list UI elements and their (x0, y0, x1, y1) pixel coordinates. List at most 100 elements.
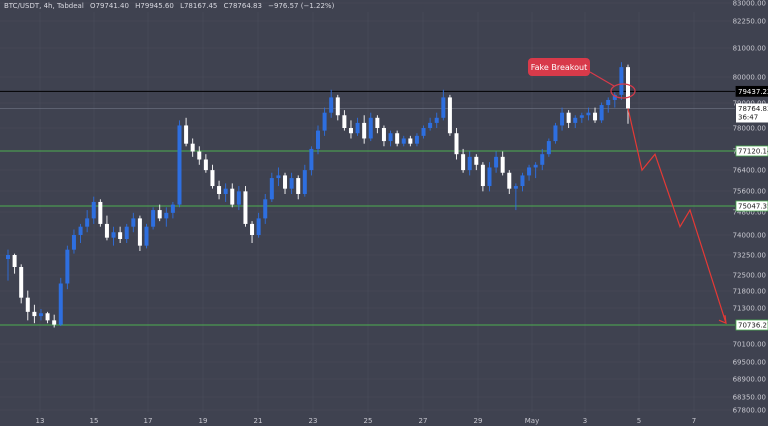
y-tick-label: 83000.00 (733, 0, 766, 8)
candle-body (533, 164, 538, 168)
candle-body (461, 154, 466, 171)
x-tick-label: 23 (309, 417, 318, 425)
candle-body (296, 178, 301, 194)
candle-body (494, 156, 499, 168)
y-tick-label: 70100.00 (733, 341, 766, 349)
candle-body (368, 117, 373, 139)
candle-body (487, 167, 492, 187)
candle-body (434, 117, 439, 123)
header-high: H79945.60 (135, 2, 174, 10)
candle-body (302, 170, 307, 194)
candle-body (414, 135, 419, 144)
candle-body (243, 191, 248, 224)
x-tick-label: 27 (419, 417, 428, 425)
candle-body (355, 122, 360, 134)
level-tag-label: 70736.27 (738, 322, 768, 330)
candle-body (230, 188, 235, 205)
candle-body (540, 154, 545, 165)
candle-body (289, 178, 294, 189)
breakout-circle (610, 83, 636, 99)
candle-body (85, 218, 90, 227)
projection-arrowhead (718, 315, 727, 325)
candle-body (65, 249, 70, 284)
candle-body (619, 67, 624, 95)
header-symbol: BTC/USDT, 4h, Tabdeal O79741.40 H79945.6… (4, 2, 335, 10)
horizontal-levels (0, 90, 735, 326)
header-close: C78764.83 (224, 2, 262, 10)
candle-body (52, 320, 57, 325)
candle-body (32, 311, 37, 317)
y-tick-label: 72500.00 (733, 272, 766, 280)
y-tick-label: 80000.00 (733, 74, 766, 82)
candle-body (335, 97, 340, 116)
candle-body (203, 159, 208, 171)
fake-breakout-annotation: Fake Breakout (528, 58, 636, 99)
candle-body (381, 128, 386, 142)
y-tick-label: 68900.00 (733, 376, 766, 384)
candle-body (217, 186, 222, 194)
candle-body (566, 112, 571, 123)
candle-body (593, 112, 598, 121)
y-tick-label: 76400.00 (733, 167, 766, 175)
y-tick-label: 78000.00 (733, 125, 766, 133)
candle-body (322, 112, 327, 131)
candle-body (579, 115, 584, 118)
candle-body (111, 232, 116, 238)
y-tick-label: 74800.00 (733, 209, 766, 217)
header-low: L78167.45 (180, 2, 217, 10)
candle-body (447, 97, 452, 134)
level-tag-label: 77120.14 (738, 148, 768, 156)
candle-body (573, 117, 578, 123)
candle-body (98, 201, 103, 224)
candle-body (513, 186, 518, 189)
callout-box (528, 58, 590, 76)
candle-body (131, 218, 136, 227)
candle-body (474, 156, 479, 165)
candle-body (586, 112, 591, 116)
candle-body (309, 148, 314, 171)
x-tick-label: 29 (474, 417, 483, 425)
candle-body (236, 191, 241, 205)
candle-body (553, 125, 558, 142)
candle-body (612, 94, 617, 100)
x-tick-label: 5 (637, 417, 641, 425)
candle-body (58, 283, 63, 325)
candle-body (428, 122, 433, 128)
y-tick-label: 69500.00 (733, 359, 766, 367)
candle-body (269, 178, 274, 200)
candle-body (91, 201, 96, 219)
level-tag-box (735, 85, 768, 97)
x-axis[interactable]: 13 15 17 19 21 23 25 27 29 May 3 5 7 (36, 417, 697, 425)
y-tick-label: 73250.00 (733, 252, 766, 260)
candle-body (19, 267, 24, 298)
y-tick-label: 75600.00 (733, 188, 766, 196)
candle-body (408, 138, 413, 144)
y-tick-label: 82250.00 (733, 18, 766, 26)
candle-body (388, 133, 393, 142)
candle-body (25, 297, 30, 312)
candle-body (104, 223, 109, 238)
x-tick-label: May (525, 417, 539, 425)
projection-line (627, 108, 727, 324)
candle-body (546, 141, 551, 155)
candle-body (395, 133, 400, 144)
candle-body (124, 226, 129, 239)
candle-body (507, 172, 512, 189)
candle-body (500, 156, 505, 173)
candle-body (223, 188, 228, 194)
candle-body (184, 125, 189, 144)
candle-body (467, 156, 472, 171)
candle-body (170, 204, 175, 213)
chart-header: BTC/USDT, 4h, Tabdeal O79741.40 H79945.6… (4, 2, 335, 10)
candle-body (480, 164, 485, 187)
level-tag-box (735, 319, 768, 331)
candle-body (520, 175, 525, 187)
candle-body (157, 210, 162, 219)
candle-body (71, 235, 76, 250)
candle-body (560, 112, 565, 126)
candle-body (177, 125, 182, 205)
candle-body (454, 133, 459, 155)
x-tick-label: 13 (36, 417, 45, 425)
